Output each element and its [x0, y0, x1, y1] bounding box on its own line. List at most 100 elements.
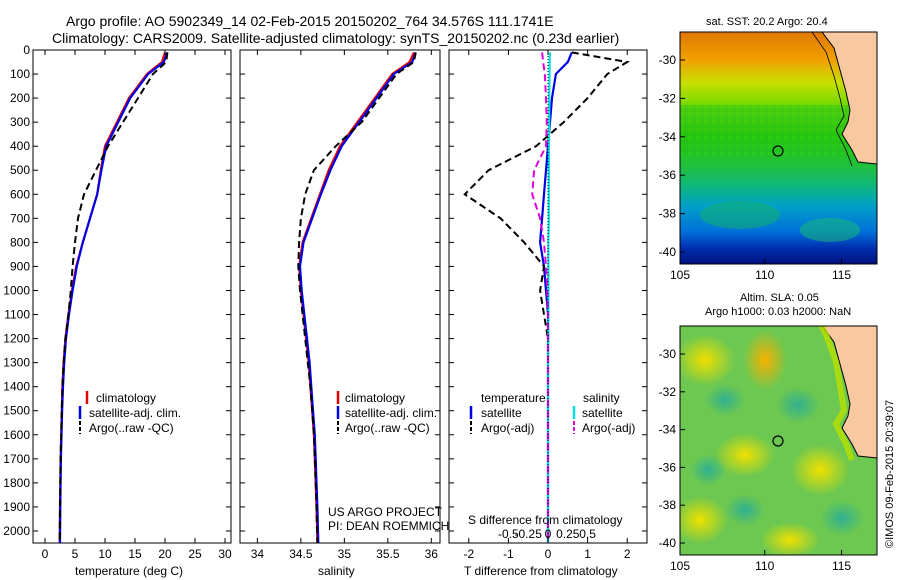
map-y-tick-label: -30: [659, 347, 677, 361]
x-tick-label: 2: [624, 547, 631, 561]
y-tick-label: 1800: [3, 476, 30, 490]
map-y-tick-label: -36: [659, 168, 677, 182]
y-tick-label: 600: [10, 187, 30, 201]
x-tick-label: 1: [584, 547, 591, 561]
legend-argo: Argo(..raw -QC): [89, 421, 174, 435]
sst-map-x-ticks: 105 110 115: [670, 259, 851, 282]
y-tick-label: 1600: [3, 428, 30, 442]
series-line-temperature-argo-adj-: [463, 51, 631, 543]
salinity-x-ticks: 34 34.5 35 35.5 36: [251, 50, 439, 561]
y-tick-label: 700: [10, 211, 30, 225]
x-tick-label: 34.5: [289, 547, 313, 561]
sla-low: [705, 384, 745, 416]
s-tick-label: 0.25: [556, 527, 580, 541]
project-label: US ARGO PROJECT: [328, 505, 443, 519]
s-tick-label: -0.25: [515, 527, 543, 541]
legend-temperature-title: temperature: [481, 391, 546, 405]
x-tick-label: 36: [425, 547, 439, 561]
s-tick-label: -0.5: [498, 527, 519, 541]
x-tick-label: 15: [128, 547, 142, 561]
y-tick-label: 2000: [3, 524, 30, 538]
y-tick-label: 0: [23, 43, 30, 57]
x-tick-label: 25: [188, 547, 202, 561]
map-y-tick-label: -34: [659, 423, 677, 437]
legend-climatology: climatology: [96, 391, 156, 405]
y-tick-label: 1700: [3, 452, 30, 466]
x-tick-label: 30: [218, 547, 232, 561]
argo-position-marker: [772, 435, 784, 447]
y-tick-label: 1300: [3, 356, 30, 370]
x-tick-label: 5: [72, 547, 79, 561]
series-line-satellite-adj-clim-: [298, 52, 417, 544]
map-y-tick-label: -38: [659, 207, 677, 221]
pi-label: PI: DEAN ROEMMICH: [328, 519, 449, 533]
y-tick-label: 500: [10, 163, 30, 177]
series-line-argo-raw-qc-: [58, 52, 169, 544]
s-difference-label: S difference from climatology: [468, 513, 623, 527]
y-tick-label: 1900: [3, 500, 30, 514]
sla-map-x-ticks: 105 110 115: [670, 550, 851, 573]
map-y-tick-label: -40: [659, 536, 677, 550]
sla-low: [690, 454, 726, 486]
header-line-2: Climatology: CARS2009. Satellite-adjuste…: [52, 30, 619, 46]
sla-map-y-ticks: -30 -32 -34 -36 -38 -40: [659, 347, 685, 550]
difference-legend: temperature salinity satellite Argo(-adj…: [469, 391, 635, 435]
salinity-xlabel: salinity: [318, 564, 355, 578]
y-tick-label: 1000: [3, 283, 30, 297]
legend-s-argo: Argo(-adj): [582, 421, 635, 435]
x-tick-label: 35.5: [376, 547, 400, 561]
y-tick-label: 200: [10, 91, 30, 105]
argo-position-marker: [772, 145, 784, 157]
series-line-satellite-adj-clim-: [58, 52, 169, 544]
map-x-tick-label: 110: [755, 268, 774, 282]
temperature-x-ticks: 0 5 10 15 20 25 30: [42, 50, 232, 561]
map-x-tick-label: 105: [670, 559, 690, 573]
salinity-series: [297, 51, 417, 544]
sla-low: [776, 387, 820, 423]
sla-high: [680, 496, 728, 544]
map-y-tick-label: -34: [659, 130, 677, 144]
sla-map: [680, 326, 877, 555]
legend-s-satellite: satellite: [582, 406, 623, 420]
sst-eddy: [700, 201, 780, 229]
series-line-argo-raw-qc-: [297, 52, 417, 544]
map-y-tick-label: -32: [659, 91, 677, 105]
map-y-tick-label: -36: [659, 460, 677, 474]
y-tick-label: 1400: [3, 380, 30, 394]
sla-high: [715, 433, 775, 477]
legend-satellite: satellite-adj. clim.: [89, 406, 181, 420]
y-tick-label: 100: [10, 67, 30, 81]
map-x-tick-label: 115: [832, 268, 851, 282]
sst-map-y-ticks: -30 -32 -34 -36 -38 -40: [659, 53, 685, 259]
difference-series: [463, 51, 631, 543]
map-y-tick-label: -40: [659, 245, 677, 259]
y-tick-label: 1100: [4, 308, 30, 322]
sla-map-title-2: Argo h1000: 0.03 h2000: NaN: [705, 306, 851, 318]
x-tick-label: 0: [42, 547, 49, 561]
temperature-legend: climatology satellite-adj. clim. Argo(..…: [78, 391, 181, 435]
map-x-tick-label: 105: [670, 268, 690, 282]
series-line-salinity-argo-adj-: [531, 52, 549, 543]
legend-salinity-title: salinity: [583, 391, 620, 405]
sst-eddy: [800, 218, 860, 242]
salinity-panel-frame: [239, 49, 441, 544]
sla-map-frame: [679, 325, 878, 556]
sla-low: [820, 500, 864, 536]
legend-t-satellite: satellite: [481, 406, 522, 420]
series-line-temperature-satellite: [538, 51, 573, 543]
map-x-tick-label: 110: [755, 559, 774, 573]
legend-t-argo: Argo(-adj): [481, 421, 534, 435]
y-tick-label: 300: [10, 115, 30, 129]
bathymetry-contour: [811, 32, 853, 167]
australia-land: [821, 326, 877, 459]
difference-x-ticks: -2 -1 0 1 2: [463, 50, 631, 561]
x-tick-label: -2: [463, 547, 474, 561]
legend-satellite: satellite-adj. clim.: [345, 406, 437, 420]
shelf-signal: [819, 326, 855, 462]
temperature-xlabel: temperature (deg C): [75, 564, 183, 578]
imos-credit: ©IMOS 09-Feb-2015 20:39:07: [884, 400, 896, 548]
x-tick-label: -1: [503, 547, 514, 561]
sla-high: [743, 330, 787, 390]
x-tick-label: 34: [251, 547, 265, 561]
